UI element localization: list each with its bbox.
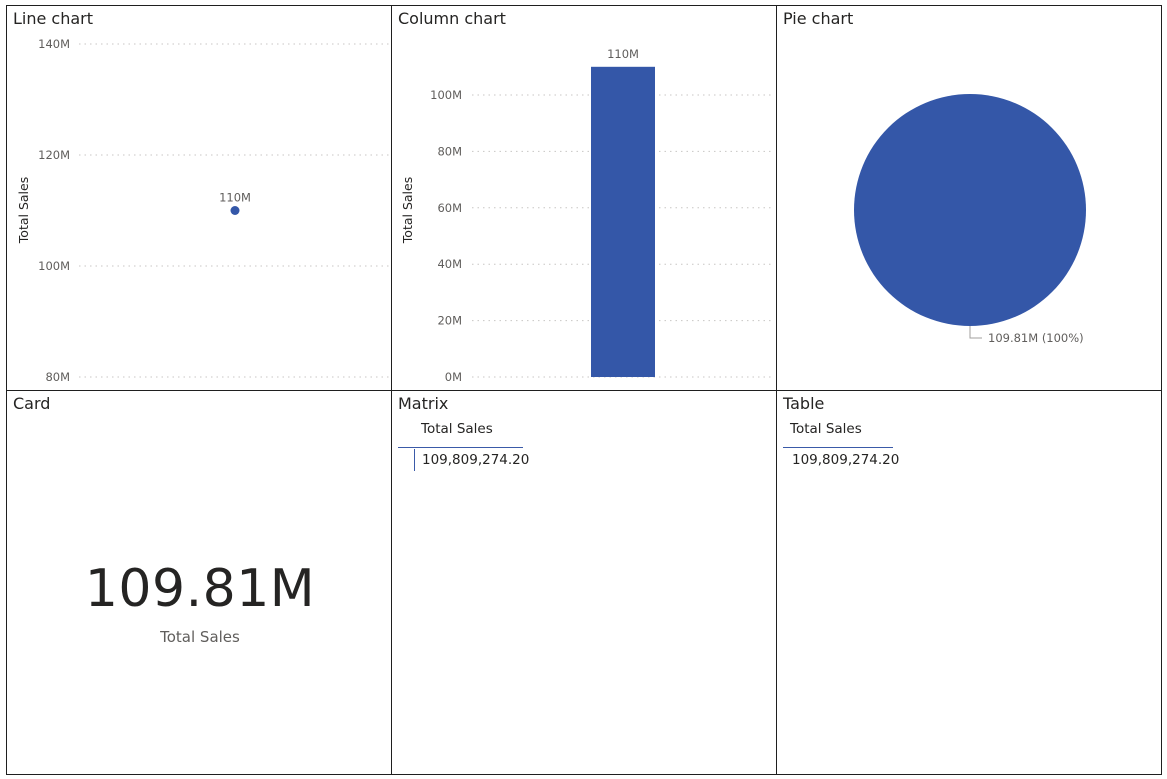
- card-label: Total Sales: [160, 628, 240, 646]
- card-title: Card: [13, 394, 51, 413]
- pie-chart-slice[interactable]: [854, 94, 1086, 326]
- table-header-divider: [783, 447, 893, 448]
- card-value: 109.81M: [84, 559, 316, 619]
- line-chart-y-tick: 80M: [45, 370, 70, 384]
- table-visual[interactable]: Table Total Sales 109,809,274.20: [776, 390, 1162, 775]
- report-canvas: Line chart Total Sales 80M 100M 120M 140M 1…: [6, 5, 1162, 775]
- column-chart-bar[interactable]: [591, 66, 655, 378]
- line-chart-y-axis-title: Total Sales: [16, 177, 31, 244]
- column-chart-data-label: 110M: [607, 47, 639, 61]
- pie-chart-data-label: 109.81M (100%): [988, 331, 1084, 345]
- pie-chart-plot: 109.81M (100%): [854, 94, 1086, 345]
- pie-chart-visual[interactable]: Pie chart 109.81M (100%): [776, 5, 1162, 391]
- pie-chart-leader-line: [969, 326, 982, 339]
- line-chart-visual[interactable]: Line chart Total Sales 80M 100M 120M 140M 1…: [6, 5, 392, 391]
- line-chart-plot: Total Sales 80M 100M 120M 140M 110M: [16, 37, 389, 384]
- line-chart-y-tick: 140M: [38, 37, 70, 51]
- column-chart-plot: Total Sales 0M 20M 40M 60M 80M 100M 110M: [400, 47, 774, 384]
- line-chart-title: Line chart: [13, 9, 94, 28]
- table-total-value: 109,809,274.20: [792, 452, 900, 468]
- card-visual[interactable]: Card 109.81M Total Sales: [6, 390, 392, 775]
- line-chart-point[interactable]: [230, 206, 240, 215]
- column-chart-y-axis-title: Total Sales: [400, 177, 415, 244]
- column-chart-visual[interactable]: Column chart Total Sales 0M 20M 40M 60M 80M 1…: [391, 5, 777, 391]
- line-chart-y-tick: 120M: [38, 148, 70, 162]
- line-chart-y-tick: 100M: [38, 259, 70, 273]
- matrix-header-divider: [398, 447, 523, 448]
- column-chart-y-tick: 60M: [437, 201, 462, 215]
- column-chart-y-tick: 100M: [430, 88, 462, 102]
- table-column-header[interactable]: Total Sales: [790, 421, 862, 437]
- column-chart-y-tick: 0M: [445, 370, 462, 384]
- matrix-title: Matrix: [398, 394, 449, 413]
- matrix-total-value: 109,809,274.20: [422, 452, 530, 468]
- column-chart-y-tick: 80M: [437, 144, 462, 158]
- column-chart-y-tick: 40M: [437, 257, 462, 271]
- column-chart-y-tick: 20M: [437, 314, 462, 328]
- line-chart-data-label: 110M: [219, 191, 251, 205]
- matrix-row-divider: [414, 449, 415, 471]
- pie-chart-title: Pie chart: [783, 9, 854, 28]
- column-chart-title: Column chart: [398, 9, 506, 28]
- matrix-column-header[interactable]: Total Sales: [421, 421, 493, 437]
- table-title: Table: [783, 394, 825, 413]
- matrix-visual[interactable]: Matrix Total Sales 109,809,274.20: [391, 390, 777, 775]
